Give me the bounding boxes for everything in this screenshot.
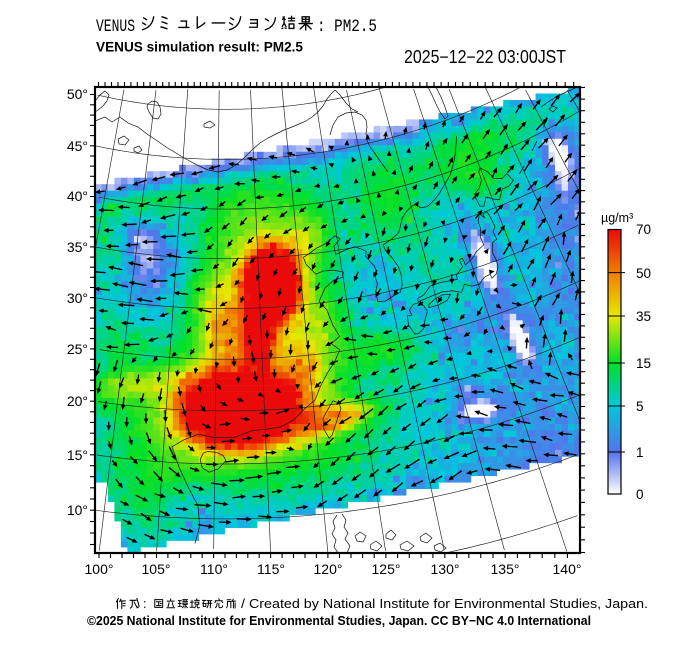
svg-text:135°: 135°	[491, 561, 520, 577]
svg-text:105°: 105°	[142, 561, 171, 577]
svg-text:35: 35	[636, 309, 651, 324]
svg-text:115°: 115°	[257, 561, 285, 577]
svg-text:50°: 50°	[67, 86, 88, 102]
svg-text:: PM2.5: : PM2.5	[317, 17, 377, 37]
svg-text:35°: 35°	[67, 239, 88, 255]
svg-text:15: 15	[636, 356, 651, 371]
svg-text:20°: 20°	[67, 393, 88, 409]
svg-text:µg/m³: µg/m³	[601, 211, 633, 225]
svg-text:15°: 15°	[67, 447, 88, 463]
svg-text:25°: 25°	[67, 341, 88, 357]
svg-text:130°: 130°	[431, 561, 460, 577]
svg-text:40°: 40°	[67, 188, 88, 204]
svg-text:45°: 45°	[67, 138, 88, 154]
svg-text:1: 1	[636, 445, 644, 460]
svg-text:30°: 30°	[67, 290, 88, 306]
svg-text:10°: 10°	[67, 502, 88, 518]
svg-text:50: 50	[636, 266, 651, 281]
svg-text:0: 0	[636, 487, 644, 502]
svg-text:120°: 120°	[314, 561, 343, 577]
svg-text:VENUS: VENUS	[96, 17, 135, 37]
svg-text::: :	[143, 597, 146, 611]
svg-text:©2025 National Institute for E: ©2025 National Institute for Environment…	[87, 613, 591, 628]
svg-text:5: 5	[636, 399, 644, 414]
svg-text:100°: 100°	[85, 561, 114, 577]
svg-text:2025−12−22 03:00JST: 2025−12−22 03:00JST	[404, 47, 566, 67]
svg-text:125°: 125°	[372, 561, 401, 577]
svg-text:/ Created by National Institut: / Created by National Institute for Envi…	[241, 596, 648, 611]
svg-text:110°: 110°	[200, 561, 228, 577]
svg-text:70: 70	[636, 222, 651, 237]
svg-text:VENUS simulation result: PM2.5: VENUS simulation result: PM2.5	[96, 40, 303, 55]
svg-text:140°: 140°	[553, 561, 582, 577]
